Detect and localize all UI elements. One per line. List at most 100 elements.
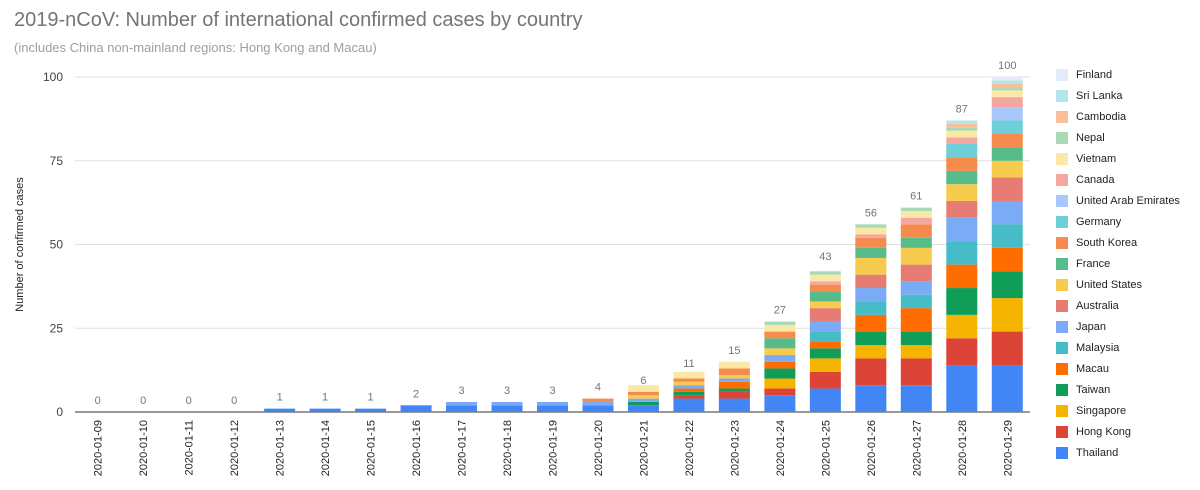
bar-segment-macau xyxy=(718,381,750,389)
bar-segment-thailand xyxy=(900,385,932,412)
bar-segment-australia xyxy=(991,177,1023,201)
legend-label: France xyxy=(1076,258,1111,270)
bar-segment-france xyxy=(764,338,796,349)
total-data-label: 1 xyxy=(322,392,328,404)
total-data-label: 27 xyxy=(774,305,786,317)
bar-segment-malaysia xyxy=(946,241,978,265)
bar-segment-vietnam xyxy=(946,130,978,138)
bar-segment-south-korea xyxy=(946,157,978,171)
x-tick-label: 2020-01-27 xyxy=(911,420,923,476)
x-tick-label: 2020-01-15 xyxy=(366,420,378,476)
legend-label: United Arab Emirates xyxy=(1076,195,1180,207)
bar-segment-united-states xyxy=(946,184,978,201)
bar-segment-taiwan xyxy=(946,288,978,315)
bar-segment-hong-kong xyxy=(855,358,887,386)
legend-label: Macau xyxy=(1076,363,1110,375)
bar-segment-nepal xyxy=(991,87,1023,91)
bar-segment-singapore xyxy=(900,345,932,359)
bar-segment-taiwan xyxy=(627,401,659,406)
bar-segment-japan xyxy=(627,398,659,402)
bar-segment-singapore xyxy=(946,314,978,339)
bar-segment-france xyxy=(900,237,932,248)
legend-swatch xyxy=(1056,363,1068,375)
bar-segment-taiwan xyxy=(855,331,887,345)
legend-swatch xyxy=(1056,405,1068,417)
legend-swatch xyxy=(1056,447,1068,459)
bar-segment-thailand xyxy=(809,388,841,412)
legend-item-south-korea: South Korea xyxy=(1056,235,1137,251)
x-tick-label: 2020-01-13 xyxy=(275,420,287,476)
bar-segment-south-korea xyxy=(627,391,659,396)
legend-item-nepal: Nepal xyxy=(1056,130,1105,146)
legend-item-singapore: Singapore xyxy=(1056,403,1126,419)
bar-segment-united-states xyxy=(991,160,1023,178)
legend-label: Germany xyxy=(1076,216,1122,228)
legend-item-cambodia: Cambodia xyxy=(1056,109,1126,125)
bar-segment-finland xyxy=(991,77,1023,81)
bar-segment-macau xyxy=(991,247,1023,272)
x-tick-label: 2020-01-19 xyxy=(548,420,560,476)
legend-label: United States xyxy=(1076,279,1143,291)
bar-segment-australia xyxy=(855,274,887,289)
legend-label: Thailand xyxy=(1076,447,1119,459)
bar-segment-thailand xyxy=(446,405,478,412)
legend-item-sri-lanka: Sri Lanka xyxy=(1056,88,1122,104)
bar-segment-canada xyxy=(991,97,1023,108)
x-tick-label: 2020-01-11 xyxy=(184,420,196,475)
bar-segment-nepal xyxy=(764,321,796,325)
bar-segment-thailand xyxy=(764,395,796,412)
legend-item-france: France xyxy=(1056,256,1110,272)
bar-segment-macau xyxy=(764,361,796,369)
y-tick-label: 100 xyxy=(43,70,63,84)
legend-swatch xyxy=(1056,237,1068,249)
bar-segment-vietnam xyxy=(855,227,887,235)
legend-label: Finland xyxy=(1076,69,1113,81)
bar-segment-united-states xyxy=(718,375,750,379)
bar-segment-japan xyxy=(673,385,705,389)
bar-segment-australia xyxy=(946,200,978,218)
bar-segment-vietnam xyxy=(764,324,796,332)
bar-segment-malaysia xyxy=(855,301,887,315)
bar-segment-sri-lanka xyxy=(946,120,978,124)
bar-segment-thailand xyxy=(309,408,341,412)
bar-segment-japan xyxy=(900,281,932,295)
x-tick-label: 2020-01-18 xyxy=(502,420,514,476)
x-tick-label: 2020-01-12 xyxy=(229,420,241,476)
legend-item-thailand: Thailand xyxy=(1056,445,1118,461)
bar-segment-vietnam xyxy=(627,385,659,392)
bar-segment-japan xyxy=(855,288,887,302)
legend-swatch xyxy=(1056,174,1068,186)
y-tick-label: 50 xyxy=(50,238,64,252)
bar-segment-macau xyxy=(809,341,841,349)
bar-segment-japan xyxy=(446,401,478,406)
total-data-label: 4 xyxy=(595,382,601,394)
y-tick-label: 0 xyxy=(56,405,63,419)
bar-segment-south-korea xyxy=(809,284,841,292)
bar-segment-france xyxy=(855,247,887,258)
bar-segment-thailand xyxy=(582,405,614,412)
bar-segment-japan xyxy=(491,401,523,406)
bar-segment-vietnam xyxy=(673,371,705,379)
legend-swatch xyxy=(1056,384,1068,396)
bar-segment-thailand xyxy=(627,405,659,412)
total-data-label: 0 xyxy=(186,395,192,407)
total-data-label: 43 xyxy=(819,251,831,263)
total-data-label: 2 xyxy=(413,388,419,400)
legend-swatch xyxy=(1056,195,1068,207)
bar-segment-south-korea xyxy=(764,331,796,339)
total-data-label: 3 xyxy=(549,385,555,397)
legend-swatch xyxy=(1056,321,1068,333)
total-data-label: 6 xyxy=(640,375,646,387)
chart-subtitle: (includes China non-mainland regions: Ho… xyxy=(14,40,377,55)
bar-segment-malaysia xyxy=(991,224,1023,248)
total-data-label: 3 xyxy=(458,385,464,397)
y-axis-label: Number of confirmed cases xyxy=(14,177,26,312)
bar-segment-thailand xyxy=(400,405,432,412)
legend-item-united-states: United States xyxy=(1056,277,1142,293)
bar-segment-hong-kong xyxy=(764,388,796,396)
bar-segment-cambodia xyxy=(946,123,978,128)
bar-segment-macau xyxy=(673,388,705,392)
legend-label: South Korea xyxy=(1076,237,1138,249)
bar-segment-taiwan xyxy=(764,368,796,379)
